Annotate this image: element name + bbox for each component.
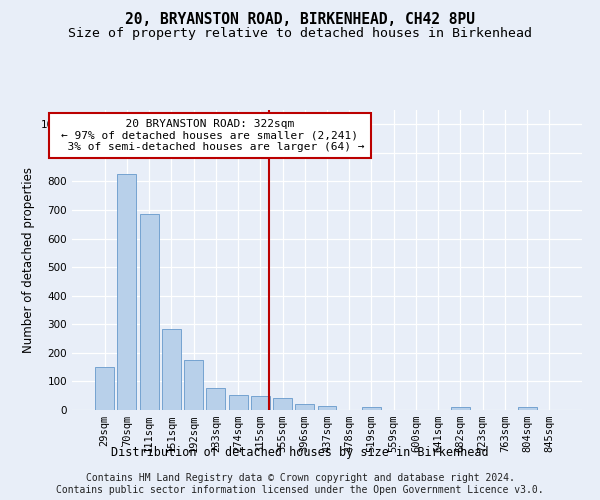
Text: 20, BRYANSTON ROAD, BIRKENHEAD, CH42 8PU: 20, BRYANSTON ROAD, BIRKENHEAD, CH42 8PU — [125, 12, 475, 28]
Bar — [273, 398, 292, 410]
Bar — [118, 174, 136, 410]
Bar — [317, 406, 337, 410]
Bar — [295, 404, 314, 410]
Bar — [451, 407, 470, 410]
Bar — [162, 329, 181, 410]
Bar — [206, 388, 225, 410]
Bar — [518, 407, 536, 410]
Text: Contains HM Land Registry data © Crown copyright and database right 2024.
Contai: Contains HM Land Registry data © Crown c… — [56, 474, 544, 495]
Bar — [95, 367, 114, 410]
Bar — [229, 395, 248, 410]
Y-axis label: Number of detached properties: Number of detached properties — [22, 167, 35, 353]
Text: 20 BRYANSTON ROAD: 322sqm  
← 97% of detached houses are smaller (2,241)
  3% of: 20 BRYANSTON ROAD: 322sqm ← 97% of detac… — [55, 119, 365, 152]
Bar — [362, 407, 381, 410]
Text: Distribution of detached houses by size in Birkenhead: Distribution of detached houses by size … — [111, 446, 489, 459]
Text: Size of property relative to detached houses in Birkenhead: Size of property relative to detached ho… — [68, 28, 532, 40]
Bar — [140, 214, 158, 410]
Bar — [251, 396, 270, 410]
Bar — [184, 360, 203, 410]
